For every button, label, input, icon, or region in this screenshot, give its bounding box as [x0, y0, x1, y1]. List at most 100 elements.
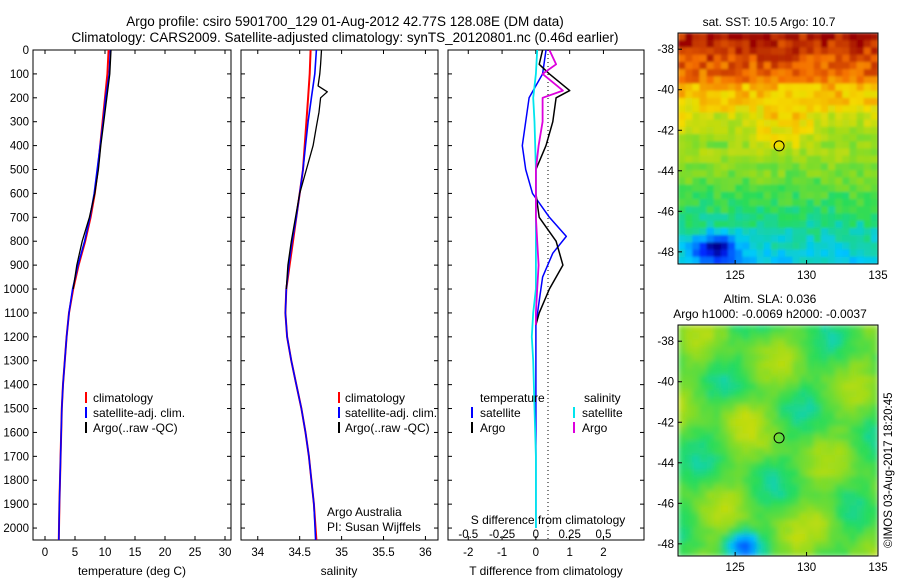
heatmap-cell — [856, 404, 865, 413]
heatmap-cell — [849, 418, 858, 427]
heatmap-cell — [813, 339, 822, 348]
heatmap-cell — [678, 527, 686, 535]
heatmap-cell — [870, 242, 878, 251]
heatmap-cell — [770, 332, 779, 341]
heatmap-cell — [806, 134, 815, 142]
heatmap-cell — [742, 433, 751, 442]
heatmap-cell — [735, 155, 743, 164]
heatmap-cell — [849, 382, 858, 391]
heatmap-cell — [706, 411, 715, 420]
heatmap-cell — [692, 242, 701, 251]
heatmap-cell — [678, 105, 686, 114]
map-x-tick-label: 135 — [868, 562, 887, 574]
heatmap-cell — [763, 47, 772, 56]
heatmap-cell — [856, 454, 865, 463]
heatmap-cell — [692, 191, 701, 200]
heatmap-cell — [870, 155, 878, 164]
heatmap-cell — [713, 61, 722, 70]
heatmap-cell — [792, 404, 801, 413]
heatmap-cell — [692, 498, 701, 507]
heatmap-cell — [756, 375, 765, 384]
heatmap-cell — [856, 242, 865, 251]
heatmap-cell — [763, 105, 772, 114]
heatmap-cell — [856, 433, 865, 442]
heatmap-cell — [778, 170, 786, 178]
heatmap-cell — [828, 162, 836, 171]
heatmap-cell — [842, 548, 851, 556]
heatmap-cell — [778, 454, 786, 463]
heatmap-cell — [706, 213, 715, 222]
heatmap-cell — [870, 249, 878, 258]
heatmap-cell — [763, 148, 772, 157]
heatmap-cell — [863, 541, 872, 550]
heatmap-cell — [692, 235, 701, 243]
heatmap-cell — [799, 54, 808, 63]
heatmap-cell — [742, 447, 751, 456]
heatmap-cell — [749, 126, 758, 135]
heatmap-cell — [749, 346, 758, 355]
t-difference-axis-label: T difference from climatology — [469, 564, 623, 578]
heatmap-cell — [856, 40, 865, 49]
heatmap-cell — [842, 505, 851, 514]
heatmap-cell — [778, 469, 786, 478]
heatmap-cell — [856, 141, 865, 150]
heatmap-cell — [778, 339, 786, 348]
heatmap-cell — [792, 382, 801, 391]
heatmap-cell — [799, 227, 808, 236]
heatmap-cell — [720, 498, 729, 507]
heatmap-cell — [692, 534, 701, 543]
heatmap-cell — [835, 54, 843, 63]
heatmap-cell — [699, 332, 708, 341]
heatmap-cell — [828, 462, 836, 470]
heatmap-cell — [842, 404, 851, 413]
heatmap-cell — [863, 155, 872, 164]
heatmap-cell — [863, 220, 872, 229]
heatmap-cell — [792, 548, 801, 556]
heatmap-cell — [706, 141, 715, 150]
heatmap-cell — [863, 447, 872, 456]
heatmap-cell — [685, 418, 693, 427]
heatmap-cell — [799, 155, 808, 164]
heatmap-cell — [720, 548, 729, 556]
heatmap-cell — [720, 325, 729, 333]
heatmap-cell — [713, 325, 722, 333]
heatmap-cell — [756, 191, 765, 200]
heatmap-cell — [678, 332, 686, 341]
heatmap-cell — [685, 361, 693, 369]
heatmap-cell — [792, 519, 801, 528]
map-y-tick-label: -44 — [657, 458, 674, 470]
heatmap-cell — [713, 112, 722, 121]
heatmap-cell — [813, 426, 822, 434]
heatmap-cell — [856, 534, 865, 543]
heatmap-cell — [763, 411, 772, 420]
heatmap-cell — [692, 184, 701, 193]
heatmap-cell — [685, 206, 693, 215]
heatmap-cell — [799, 498, 808, 507]
heatmap-cell — [828, 220, 836, 229]
heatmap-cell — [692, 346, 701, 355]
heatmap-cell — [842, 83, 851, 92]
heatmap-cell — [742, 220, 751, 229]
heatmap-cell — [785, 256, 793, 264]
heatmap-cell — [692, 220, 701, 229]
heatmap-cell — [728, 249, 736, 258]
heatmap-cell — [720, 105, 729, 114]
heatmap-cell — [863, 404, 872, 413]
heatmap-cell — [756, 47, 765, 56]
heatmap-cell — [706, 155, 715, 164]
heatmap-cell — [728, 134, 736, 142]
heatmap-cell — [842, 112, 851, 121]
heatmap-cell — [778, 440, 786, 449]
heatmap-cell — [678, 505, 686, 514]
heatmap-cell — [806, 469, 815, 478]
heatmap-cell — [763, 83, 772, 92]
x-tick-label: 5 — [72, 547, 78, 559]
heatmap-cell — [870, 191, 878, 200]
heatmap-cell — [713, 141, 722, 150]
heatmap-cell — [799, 242, 808, 251]
heatmap-cell — [706, 227, 715, 236]
heatmap-cell — [678, 426, 686, 434]
heatmap-cell — [720, 83, 729, 92]
heatmap-cell — [835, 382, 843, 391]
heatmap-cell — [756, 433, 765, 442]
